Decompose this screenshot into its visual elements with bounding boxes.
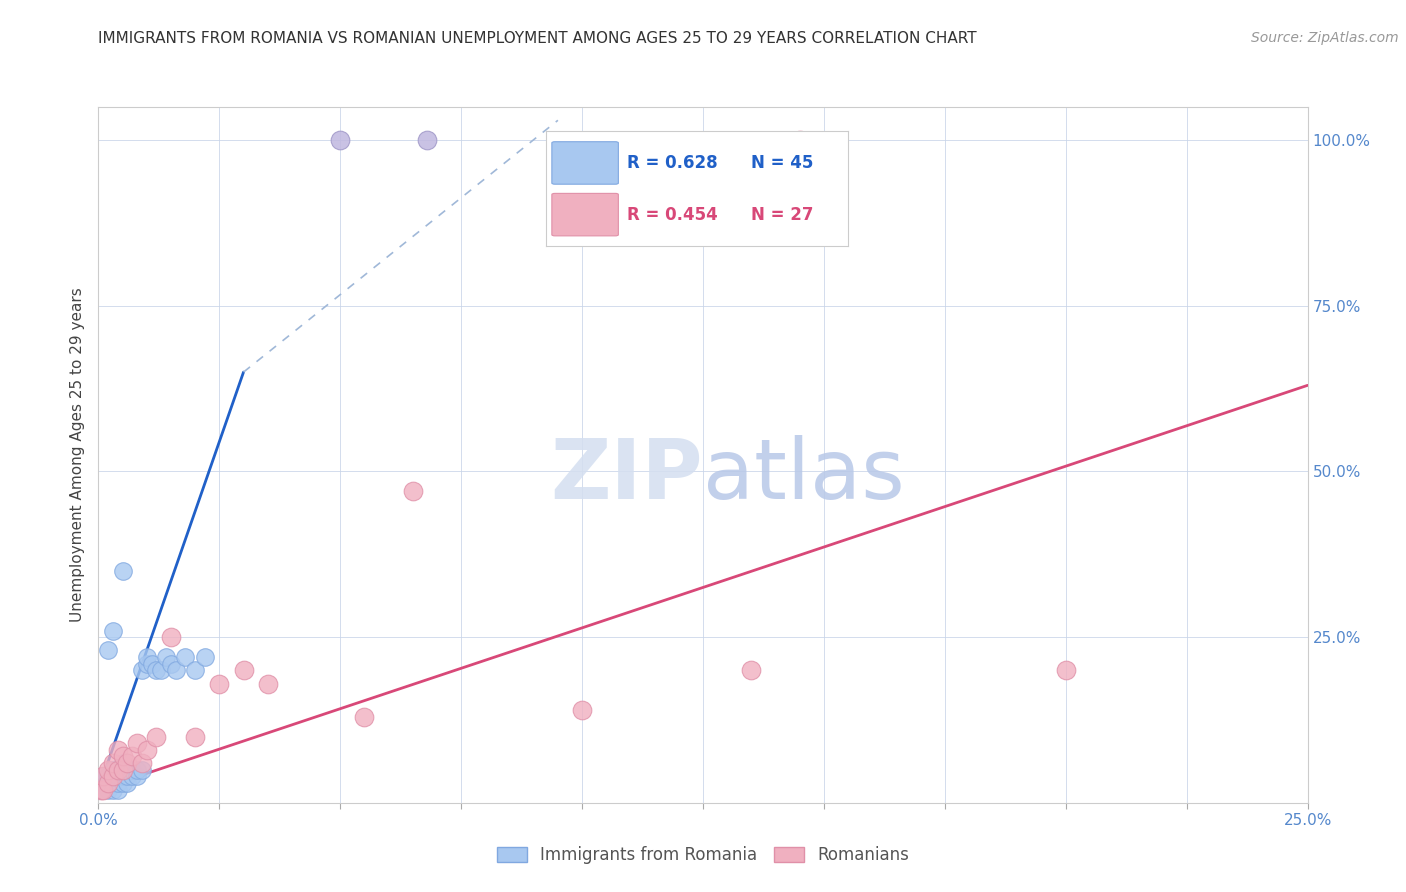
- Point: [145, 663, 167, 677]
- Point: [97, 763, 120, 777]
- Point: [101, 624, 124, 638]
- Point: [131, 663, 153, 677]
- Point: [155, 650, 177, 665]
- Point: [101, 756, 124, 770]
- Point: [117, 763, 139, 777]
- Point: [101, 776, 124, 790]
- Point: [117, 776, 139, 790]
- Point: [121, 763, 143, 777]
- Point: [111, 776, 134, 790]
- Point: [416, 133, 439, 147]
- Point: [141, 657, 163, 671]
- Point: [121, 749, 143, 764]
- Point: [104, 769, 127, 783]
- Point: [135, 650, 157, 665]
- FancyBboxPatch shape: [551, 194, 619, 235]
- Text: R = 0.628: R = 0.628: [627, 154, 718, 172]
- Point: [97, 776, 120, 790]
- Point: [101, 782, 124, 797]
- Point: [127, 763, 149, 777]
- Point: [571, 703, 593, 717]
- Point: [740, 663, 762, 677]
- Point: [107, 743, 129, 757]
- Point: [90, 782, 112, 797]
- Text: N = 27: N = 27: [751, 206, 814, 224]
- Point: [150, 663, 173, 677]
- Point: [329, 133, 352, 147]
- Point: [1054, 663, 1077, 677]
- Point: [117, 769, 139, 783]
- Text: atlas: atlas: [703, 435, 904, 516]
- Point: [402, 484, 425, 499]
- Point: [107, 763, 129, 777]
- Point: [107, 776, 129, 790]
- Point: [97, 776, 120, 790]
- Point: [111, 763, 134, 777]
- Point: [107, 782, 129, 797]
- Point: [194, 650, 217, 665]
- Point: [131, 756, 153, 770]
- Point: [184, 730, 207, 744]
- Point: [91, 769, 114, 783]
- Point: [789, 133, 811, 147]
- Point: [97, 769, 120, 783]
- Point: [121, 769, 143, 783]
- Point: [91, 776, 114, 790]
- Point: [117, 756, 139, 770]
- Point: [97, 643, 120, 657]
- Point: [353, 709, 375, 723]
- Point: [111, 564, 134, 578]
- Point: [91, 782, 114, 797]
- Text: R = 0.454: R = 0.454: [627, 206, 718, 224]
- Point: [100, 776, 122, 790]
- Point: [184, 663, 207, 677]
- Point: [111, 749, 134, 764]
- Point: [256, 676, 278, 690]
- Point: [160, 657, 183, 671]
- Point: [135, 657, 157, 671]
- Point: [131, 763, 153, 777]
- Point: [107, 769, 129, 783]
- Point: [91, 782, 114, 797]
- Y-axis label: Unemployment Among Ages 25 to 29 years: Unemployment Among Ages 25 to 29 years: [69, 287, 84, 623]
- Point: [101, 769, 124, 783]
- Point: [160, 630, 183, 644]
- Point: [127, 736, 149, 750]
- Point: [135, 743, 157, 757]
- Point: [107, 763, 129, 777]
- Point: [111, 769, 134, 783]
- Point: [232, 663, 254, 677]
- Point: [94, 776, 117, 790]
- FancyBboxPatch shape: [551, 142, 619, 185]
- Point: [165, 663, 187, 677]
- Text: IMMIGRANTS FROM ROMANIA VS ROMANIAN UNEMPLOYMENT AMONG AGES 25 TO 29 YEARS CORRE: IMMIGRANTS FROM ROMANIA VS ROMANIAN UNEM…: [98, 31, 977, 46]
- Text: ZIP: ZIP: [551, 435, 703, 516]
- Point: [91, 769, 114, 783]
- Legend: Immigrants from Romania, Romanians: Immigrants from Romania, Romanians: [491, 839, 915, 871]
- Point: [208, 676, 231, 690]
- Text: Source: ZipAtlas.com: Source: ZipAtlas.com: [1251, 31, 1399, 45]
- Point: [101, 763, 124, 777]
- Text: N = 45: N = 45: [751, 154, 814, 172]
- Point: [90, 782, 112, 797]
- Point: [111, 763, 134, 777]
- Point: [97, 782, 120, 797]
- Point: [174, 650, 197, 665]
- Point: [101, 769, 124, 783]
- Point: [145, 730, 167, 744]
- Point: [111, 756, 134, 770]
- Point: [127, 769, 149, 783]
